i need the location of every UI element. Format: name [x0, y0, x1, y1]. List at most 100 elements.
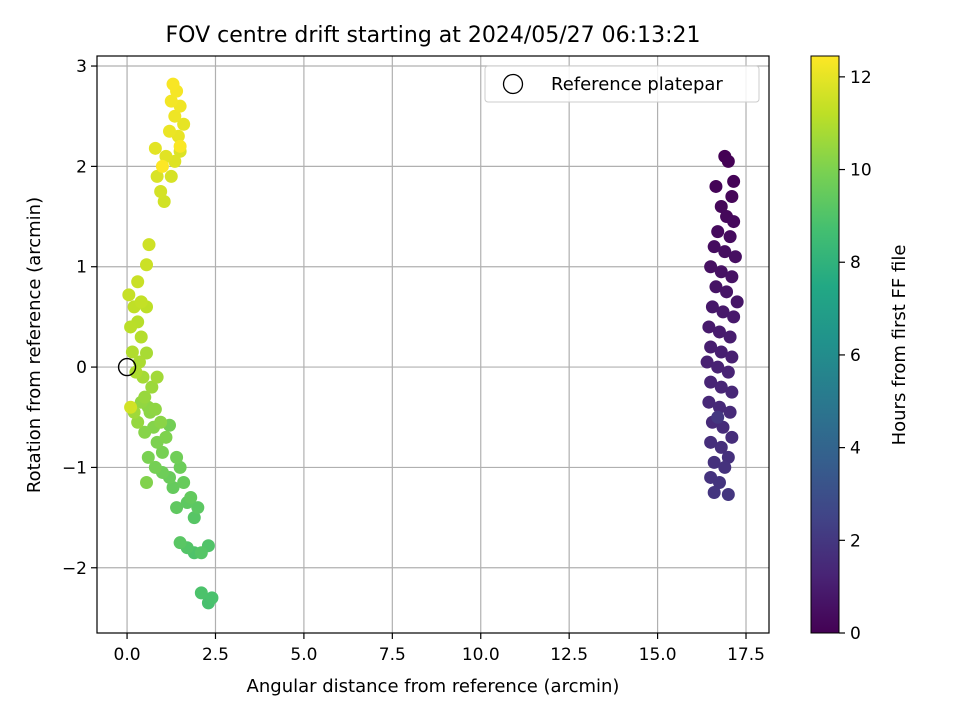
- data-point: [718, 245, 732, 259]
- y-axis-label: Rotation from reference (arcmin): [24, 197, 45, 493]
- legend-box: [484, 65, 760, 103]
- data-point: [140, 258, 154, 272]
- data-point: [125, 345, 139, 359]
- data-point: [205, 591, 219, 605]
- data-point: [187, 511, 201, 525]
- data-point: [725, 430, 739, 444]
- data-point: [164, 94, 178, 108]
- data-point: [711, 225, 725, 239]
- data-point: [170, 501, 184, 515]
- data-point: [173, 139, 187, 153]
- data-point: [140, 475, 154, 489]
- legend-marker: [502, 73, 524, 95]
- reference-point: [117, 357, 137, 377]
- x-tick-label: 0.0: [114, 645, 141, 665]
- data-point: [704, 435, 718, 449]
- colorbar: 0 2 4 6 8 10 12 Hours from first FF file: [810, 55, 910, 644]
- data-point: [129, 365, 143, 379]
- data-point: [725, 189, 739, 203]
- data-point: [166, 77, 180, 91]
- y-tick-label: 3: [76, 57, 87, 77]
- data-point: [168, 109, 182, 123]
- colorbar-tick-label: 12: [850, 68, 872, 88]
- data-point: [145, 380, 159, 394]
- data-point: [184, 491, 198, 505]
- data-point: [150, 370, 164, 384]
- data-point: [194, 586, 208, 600]
- legend-label: Reference platepar: [551, 74, 723, 95]
- data-point: [712, 475, 726, 489]
- data-point: [159, 149, 173, 163]
- y-tick-label: 0: [76, 358, 87, 378]
- x-tick-label: 2.5: [202, 645, 229, 665]
- data-point: [725, 350, 739, 364]
- data-point: [711, 410, 725, 424]
- data-point: [727, 215, 741, 229]
- data-point: [705, 300, 719, 314]
- data-point: [148, 402, 162, 416]
- colorbar-tick-label: 0: [850, 624, 861, 644]
- data-point: [164, 169, 178, 183]
- data-point: [723, 405, 737, 419]
- data-point: [714, 440, 728, 454]
- data-point: [148, 460, 162, 474]
- data-point: [702, 395, 716, 409]
- data-point: [138, 425, 152, 439]
- x-tick-label: 15.0: [639, 645, 677, 665]
- data-point: [707, 455, 721, 469]
- legend: Reference platepar: [484, 65, 760, 103]
- data-point: [170, 450, 184, 464]
- data-point: [721, 154, 735, 168]
- data-point: [723, 330, 737, 344]
- data-point: [159, 430, 173, 444]
- data-point: [707, 240, 721, 254]
- data-point: [700, 355, 714, 369]
- data-point: [707, 486, 721, 500]
- data-point: [721, 365, 735, 379]
- data-point: [150, 169, 164, 183]
- data-point: [727, 310, 741, 324]
- x-tick-label: 7.5: [379, 645, 406, 665]
- data-point: [163, 124, 177, 138]
- data-point: [122, 288, 136, 302]
- data-point: [166, 480, 180, 494]
- y-axis: −2 −1 0 1 2 3: [62, 57, 97, 579]
- data-point: [138, 390, 152, 404]
- data-point: [148, 141, 162, 155]
- x-tick-label: 12.5: [550, 645, 588, 665]
- y-tick-label: 2: [76, 157, 87, 177]
- data-point: [154, 184, 168, 198]
- data-point: [131, 415, 145, 429]
- data-point: [140, 346, 154, 360]
- data-point: [711, 360, 725, 374]
- data-point: [177, 117, 191, 131]
- data-point: [716, 420, 730, 434]
- y-tick-label: −1: [62, 458, 87, 478]
- data-point: [709, 280, 723, 294]
- data-point: [155, 445, 169, 459]
- data-point: [142, 238, 156, 252]
- x-tick-label: 5.0: [290, 645, 317, 665]
- x-tick-label: 17.5: [727, 645, 765, 665]
- y-tick-label: −2: [62, 559, 87, 579]
- data-point: [124, 320, 138, 334]
- data-point: [173, 536, 187, 550]
- data-point: [712, 400, 726, 414]
- x-axis: 0.0 2.5 5.0 7.5 10.0 12.5 15.0 17.5: [114, 633, 765, 665]
- colorbar-tick-label: 4: [850, 439, 861, 459]
- data-point: [728, 250, 742, 264]
- data-point: [714, 380, 728, 394]
- x-axis-label: Angular distance from reference (arcmin): [247, 676, 620, 697]
- colorbar-tick-label: 6: [850, 346, 861, 366]
- reference-marker: [117, 357, 137, 377]
- data-point: [154, 415, 168, 429]
- data-point: [141, 450, 155, 464]
- data-point: [173, 460, 187, 474]
- colorbar-label: Hours from first FF file: [889, 245, 910, 446]
- data-point: [134, 330, 148, 344]
- data-point: [177, 475, 191, 489]
- data-point: [134, 295, 148, 309]
- colorbar-ticks: 0 2 4 6 8 10 12: [839, 68, 872, 644]
- data-point: [730, 295, 744, 309]
